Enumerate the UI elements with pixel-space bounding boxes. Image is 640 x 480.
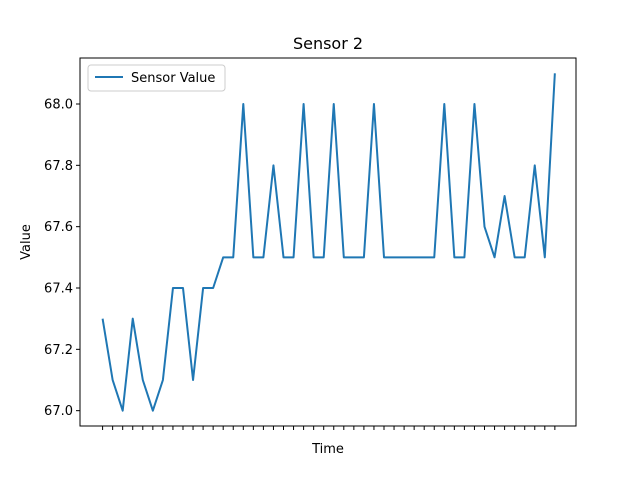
x-axis-label: Time (311, 442, 344, 457)
y-axis-label: Value (19, 224, 34, 260)
y-tick-label: 67.0 (44, 404, 73, 419)
legend: Sensor Value (87, 64, 226, 92)
y-tick-label: 68.0 (44, 98, 73, 113)
legend-label: Sensor Value (131, 71, 215, 86)
plot-frame (79, 57, 577, 427)
y-tick-label: 67.8 (44, 159, 73, 174)
y-tick-label: 67.4 (44, 282, 73, 297)
sensor-value-line (101, 73, 556, 412)
y-tick-label: 67.6 (44, 220, 73, 235)
y-tick-label: 67.2 (44, 343, 73, 358)
legend-box (87, 64, 226, 92)
chart-title: Sensor 2 (293, 34, 363, 53)
